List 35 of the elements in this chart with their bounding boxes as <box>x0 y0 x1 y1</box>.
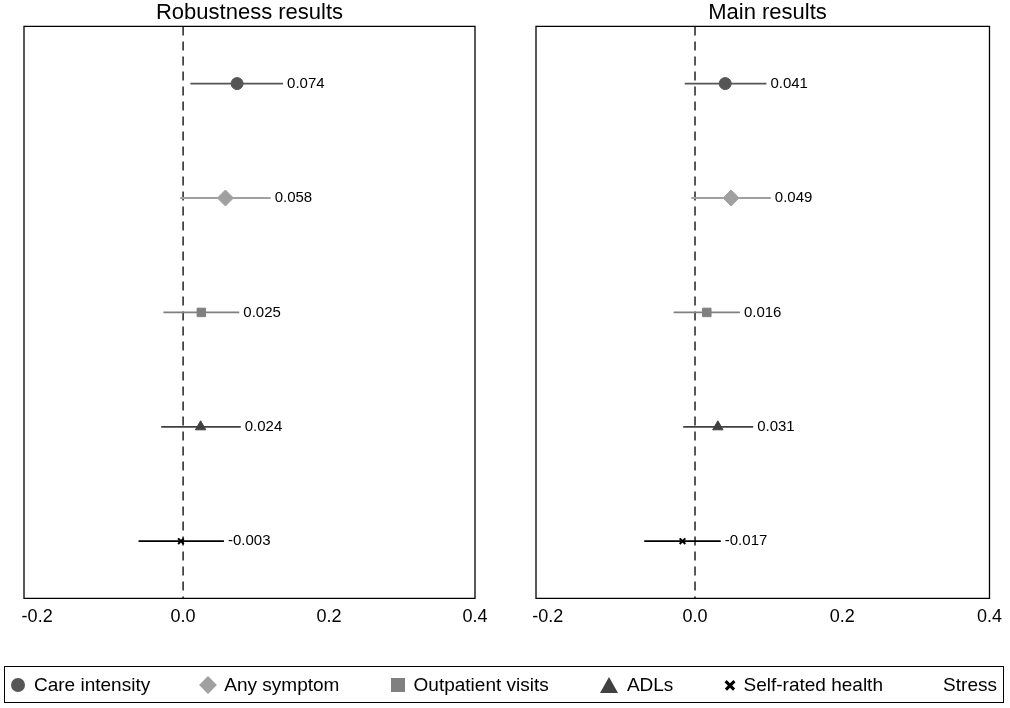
data-label: 0.025 <box>243 302 281 320</box>
point <box>678 537 687 546</box>
x-tick-label: 0.0 <box>682 606 708 627</box>
data-label: -0.017 <box>724 531 768 549</box>
legend-label: Care intensity <box>34 673 151 696</box>
data-label: 0.074 <box>287 73 325 91</box>
x-tick-label: 0.0 <box>170 606 196 627</box>
x-tick-label: -0.2 <box>21 606 53 627</box>
legend-label: Self-rated health <box>743 673 883 696</box>
legend-label: Outpatient visits <box>413 673 549 696</box>
legend-label: Any symptom <box>224 673 340 696</box>
point <box>216 189 234 207</box>
point <box>722 189 740 207</box>
x-tick-label: 0.2 <box>316 606 342 627</box>
data-label: 0.041 <box>770 73 808 91</box>
data-label: -0.003 <box>227 531 271 549</box>
legend-label: ADLs <box>626 673 674 696</box>
x-tick-label: 0.4 <box>976 606 1002 627</box>
chart-title: Main results <box>708 0 827 25</box>
legend-label: Stress <box>943 673 997 696</box>
point <box>194 420 207 431</box>
point <box>712 420 724 431</box>
data-label: 0.031 <box>757 416 795 434</box>
data-label: 0.016 <box>743 302 782 320</box>
x-tick-label: 0.2 <box>829 606 855 627</box>
data-label: 0.049 <box>774 188 813 206</box>
point <box>718 77 732 91</box>
point <box>196 307 207 318</box>
x-tick-label: 0.4 <box>462 606 488 627</box>
point <box>702 307 712 318</box>
x-tick-label: -0.2 <box>532 606 564 627</box>
point <box>230 77 244 91</box>
data-label: 0.024 <box>244 416 283 434</box>
chart-title: Robustness results <box>155 0 344 25</box>
data-label: 0.058 <box>274 188 313 206</box>
